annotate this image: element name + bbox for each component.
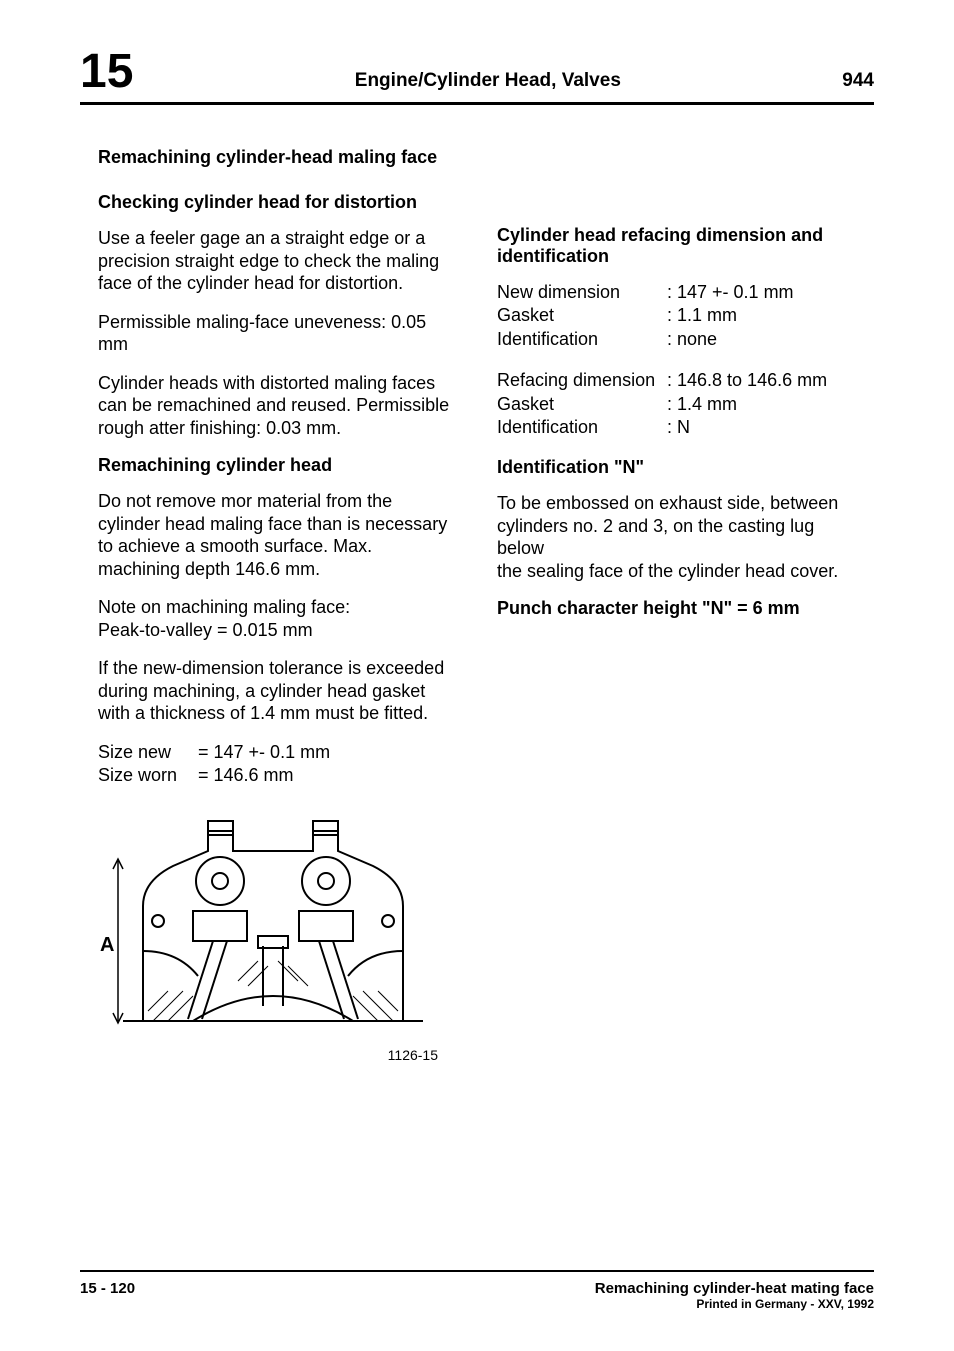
kv-row: Identification : N: [497, 416, 856, 439]
footer-print-info: Printed in Germany - XXV, 1992: [595, 1297, 874, 1311]
remachining-p1: Do not remove mor material from the cyli…: [98, 490, 457, 580]
chapter-title: Engine/Cylinder Head, Valves: [133, 70, 842, 96]
figure-label-A: A: [100, 934, 114, 956]
size-row: Size worn = 146.6 mm: [98, 764, 457, 787]
kv-val: : 1.4 mm: [667, 393, 856, 416]
kv-row: New dimension : 147 +- 0.1 mm: [497, 281, 856, 304]
id-n-line1: To be embossed on exhaust side, between …: [497, 493, 838, 558]
kv-key: Identification: [497, 416, 667, 439]
figure: A 1126-15: [98, 811, 457, 1063]
size-val: = 146.6 mm: [198, 764, 457, 787]
footer-page-number: 15 - 120: [80, 1280, 135, 1297]
kv-val: : none: [667, 328, 856, 351]
kv-val: : N: [667, 416, 856, 439]
size-table: Size new = 147 +- 0.1 mm Size worn = 146…: [98, 741, 457, 788]
right-column: Cylinder head refacing dimension and ide…: [497, 147, 856, 1063]
kv-key: Refacing dimension: [497, 369, 667, 392]
refacing-block-refaced: Refacing dimension : 146.8 to 146.6 mm G…: [497, 369, 856, 439]
kv-row: Identification : none: [497, 328, 856, 351]
size-key: Size worn: [98, 764, 198, 787]
id-n-line2: the sealing face of the cylinder head co…: [497, 561, 838, 581]
remachining-p2: Note on machining maling face: Peak-to-v…: [98, 596, 457, 641]
model-number: 944: [842, 70, 874, 96]
size-val: = 147 +- 0.1 mm: [198, 741, 457, 764]
identification-n-title: Identification "N": [497, 457, 856, 478]
checking-p2: Permissible maling-face uneveness: 0.05 …: [98, 311, 457, 356]
kv-key: Gasket: [497, 304, 667, 327]
identification-n-text: To be embossed on exhaust side, between …: [497, 492, 856, 582]
note-line1: Note on machining maling face:: [98, 597, 350, 617]
checking-p1: Use a feeler gage an a straight edge or …: [98, 227, 457, 295]
footer-right: Remachining cylinder-heat mating face Pr…: [595, 1280, 874, 1311]
section-remachining-title: Remachining cylinder head: [98, 455, 457, 476]
cylinder-head-diagram: A: [98, 811, 448, 1041]
page-footer: 15 - 120 Remachining cylinder-heat matin…: [80, 1270, 874, 1311]
remachining-p3: If the new-dimension tolerance is exceed…: [98, 657, 457, 725]
left-column: Remachining cylinder-head maling face Ch…: [98, 147, 457, 1063]
punch-height-title: Punch character height "N" = 6 mm: [497, 598, 856, 619]
note-line2: Peak-to-valley = 0.015 mm: [98, 620, 313, 640]
size-key: Size new: [98, 741, 198, 764]
kv-row: Gasket : 1.4 mm: [497, 393, 856, 416]
main-title: Remachining cylinder-head maling face: [98, 147, 457, 168]
body-columns: Remachining cylinder-head maling face Ch…: [80, 147, 874, 1063]
kv-key: Gasket: [497, 393, 667, 416]
kv-key: New dimension: [497, 281, 667, 304]
footer-title: Remachining cylinder-heat mating face: [595, 1280, 874, 1297]
figure-caption: 1126-15: [98, 1047, 448, 1063]
kv-key: Identification: [497, 328, 667, 351]
checking-p3: Cylinder heads with distorted maling fac…: [98, 372, 457, 440]
kv-val: : 146.8 to 146.6 mm: [667, 369, 856, 392]
refacing-title: Cylinder head refacing dimension and ide…: [497, 225, 856, 267]
kv-val: : 1.1 mm: [667, 304, 856, 327]
kv-row: Refacing dimension : 146.8 to 146.6 mm: [497, 369, 856, 392]
kv-val: : 147 +- 0.1 mm: [667, 281, 856, 304]
page-header: 15 Engine/Cylinder Head, Valves 944: [80, 48, 874, 105]
section-checking-title: Checking cylinder head for distortion: [98, 192, 457, 213]
chapter-number: 15: [80, 48, 133, 96]
refacing-block-new: New dimension : 147 +- 0.1 mm Gasket : 1…: [497, 281, 856, 351]
size-row: Size new = 147 +- 0.1 mm: [98, 741, 457, 764]
kv-row: Gasket : 1.1 mm: [497, 304, 856, 327]
